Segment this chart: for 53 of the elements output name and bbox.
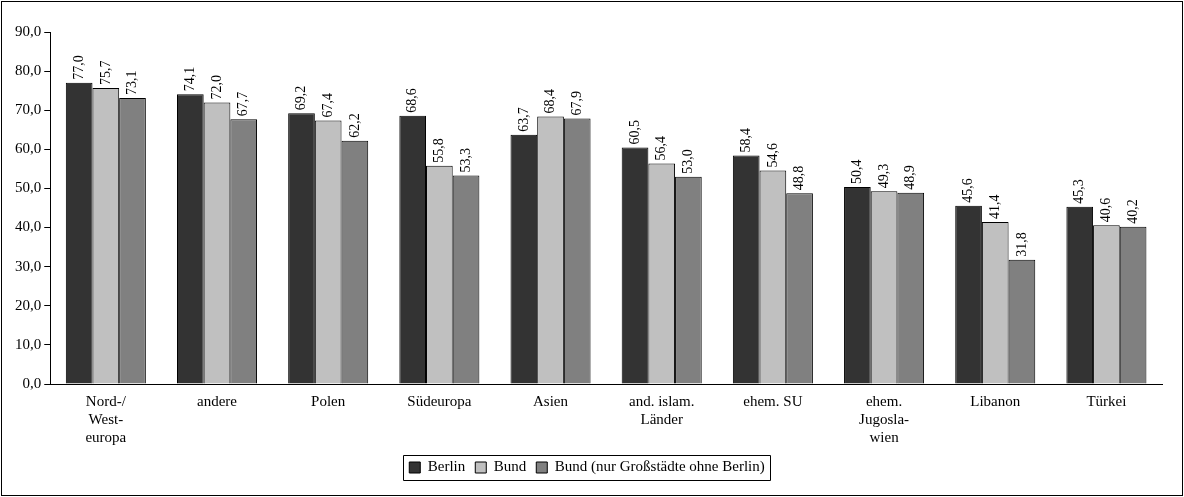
- data-label: 48,8: [791, 165, 807, 191]
- data-label: 68,4: [542, 88, 558, 114]
- data-label: 63,7: [515, 107, 531, 132]
- data-label: 40,6: [1098, 197, 1114, 223]
- x-tick-label: andere: [197, 392, 238, 409]
- y-tick-label: 90,0: [15, 22, 42, 39]
- data-label: 58,4: [737, 128, 753, 153]
- y-tick-label: 70,0: [15, 101, 42, 118]
- data-label: 56,4: [653, 135, 669, 161]
- data-label: 53,3: [457, 148, 473, 173]
- data-label: 75,7: [97, 60, 113, 85]
- data-label: 31,8: [1013, 232, 1029, 257]
- data-label: 69,2: [293, 85, 309, 111]
- data-label: 50,4: [849, 159, 865, 184]
- y-tick-label: 40,0: [15, 218, 42, 235]
- y-tick-label: 50,0: [15, 179, 42, 196]
- x-tick-label: and. islam. Länder: [629, 392, 695, 427]
- x-tick-label: ehem. SU: [743, 392, 803, 409]
- y-tick-label: 60,0: [15, 140, 42, 157]
- data-label: 62,2: [346, 113, 362, 138]
- data-label: 45,3: [1071, 179, 1087, 204]
- legend-label: Bund: [493, 458, 527, 475]
- x-tick-label: ehem. Jugosla- wien: [859, 392, 910, 445]
- data-label: 67,7: [235, 91, 251, 117]
- data-label: 40,2: [1124, 199, 1140, 224]
- legend-label: Bund (nur Großstädte ohne Berlin): [554, 458, 765, 476]
- data-label: 60,5: [626, 119, 642, 145]
- y-tick-label: 10,0: [15, 335, 42, 352]
- data-label: 67,9: [568, 90, 584, 116]
- data-label: 45,6: [960, 178, 976, 203]
- data-label: 53,0: [680, 149, 696, 174]
- data-label: 48,9: [902, 165, 918, 190]
- data-label: 55,8: [431, 138, 447, 163]
- x-tick-label: Südeuropa: [407, 392, 472, 409]
- x-tick-label: Türkei: [1086, 392, 1127, 409]
- x-tick-label: Libanon: [970, 392, 1021, 409]
- data-label: 73,1: [124, 70, 140, 96]
- x-tick-label: Asien: [533, 392, 569, 409]
- data-label: 67,4: [319, 92, 335, 118]
- legend-label: Berlin: [427, 458, 466, 475]
- data-label: 74,1: [182, 66, 197, 92]
- y-tick-label: 20,0: [15, 296, 42, 313]
- data-label: 54,6: [764, 142, 780, 168]
- data-label: 77,0: [70, 55, 86, 80]
- y-tick-label: 80,0: [15, 62, 42, 79]
- x-tick-label: Nord-/ West- europa: [85, 392, 127, 445]
- data-label: 41,4: [986, 194, 1002, 220]
- y-tick-label: 0,0: [22, 374, 42, 391]
- data-label: 49,3: [875, 163, 891, 189]
- data-label: 68,6: [404, 88, 420, 113]
- data-label: 72,0: [208, 74, 224, 100]
- y-tick-label: 30,0: [15, 257, 42, 274]
- x-tick-label: Polen: [311, 392, 346, 409]
